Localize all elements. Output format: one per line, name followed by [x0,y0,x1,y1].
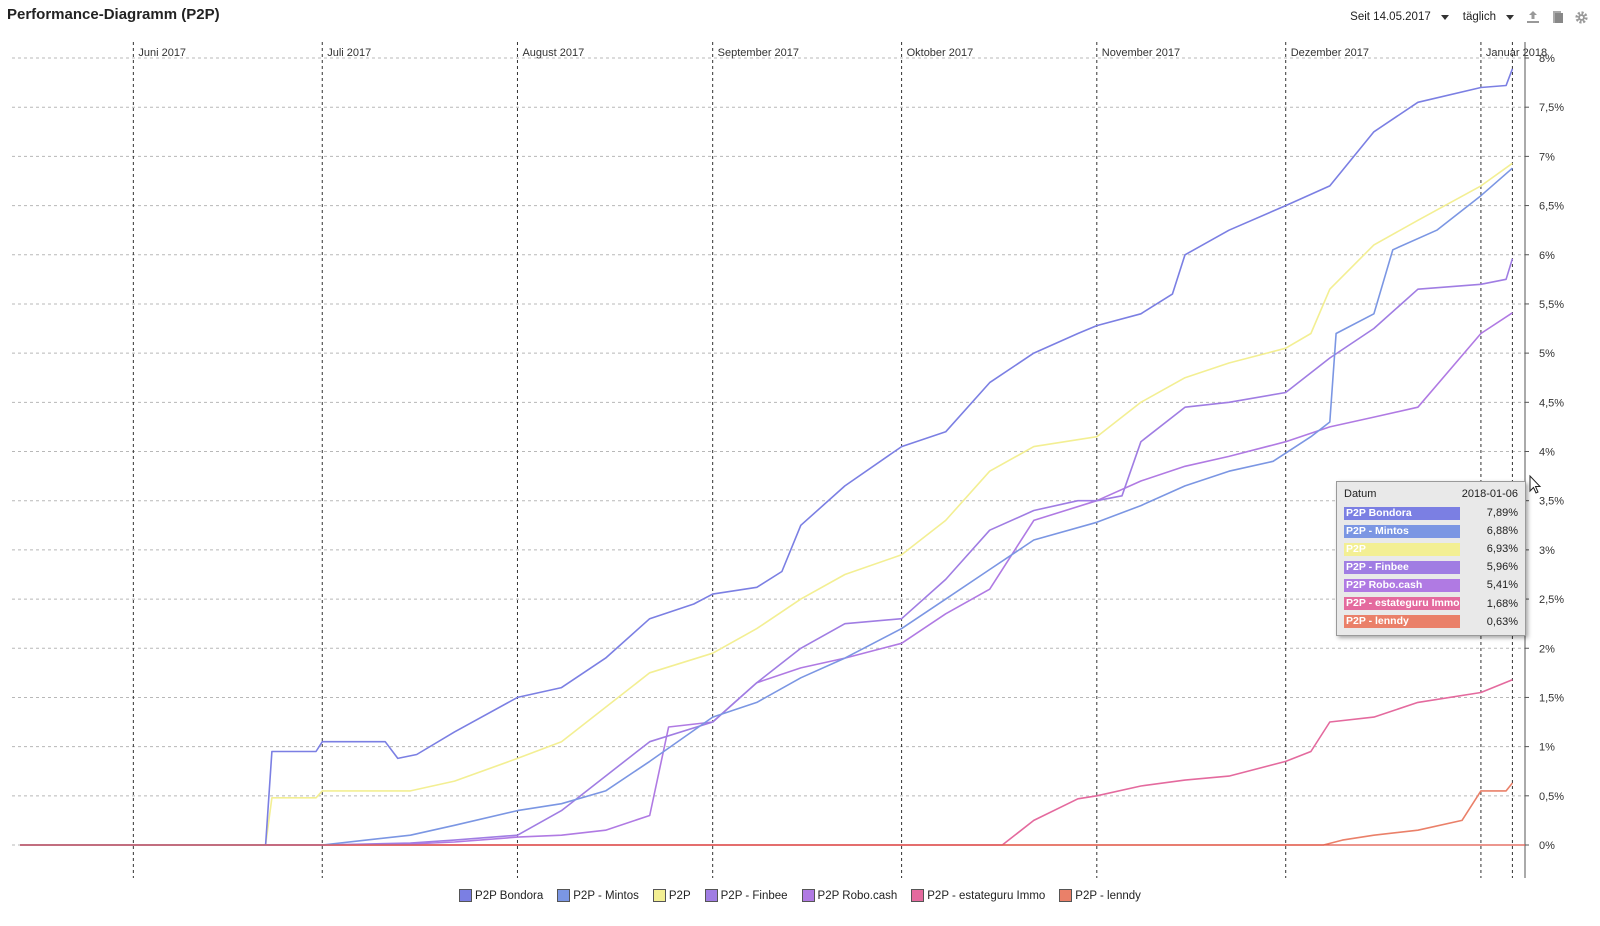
legend-label: P2P - lenndy [1075,889,1141,902]
legend-label: P2P - Finbee [720,889,788,902]
x-tick-label: September 2017 [718,47,799,59]
legend-item-p2p[interactable]: P2P [652,889,691,902]
tooltip-series-name: P2P [1344,542,1460,556]
y-tick-label: 5,5% [1539,299,1564,311]
tooltip-series-value: 5,41% [1486,579,1518,592]
legend-swatch [801,889,815,902]
tooltip-row: P2P - Finbee 5,96% [1337,558,1525,576]
tooltip-series-value: 5,96% [1486,561,1518,574]
export-icon [1527,11,1539,23]
tooltip-row: P2P 6,93% [1337,540,1525,558]
interval-label: täglich [1462,11,1496,23]
horizontal-gridlines [12,57,1529,846]
export-button[interactable] [1524,8,1542,26]
chart-toolbar: Seit 14.05.2017 täglich [1346,8,1590,26]
x-axis-labels: Juni 2017 Juli 2017 August 2017 September 2… [138,47,1547,59]
series-line [20,312,1513,846]
gear-icon [1574,10,1588,24]
tooltip-row: P2P Bondora 7,89% [1337,504,1525,522]
legend-swatch [459,889,473,902]
legend-item-robocash[interactable]: P2P Robo.cash [801,889,898,902]
data-tooltip: Datum 2018-01-06 P2P Bondora 7,89% P2P -… [1336,481,1526,636]
bookmark-icon [1553,11,1563,23]
tooltip-row: P2P - lenndy 0,63% [1337,613,1525,631]
mouse-cursor-icon [1529,474,1542,494]
chevron-down-icon [1506,14,1514,20]
y-tick-label: 7,5% [1539,102,1564,114]
y-tick-label: 1% [1539,742,1555,754]
y-tick-label: 6,5% [1539,201,1564,213]
y-tick-label: 2,5% [1539,594,1564,606]
legend-item-estateguru[interactable]: P2P - estateguru Immo [911,889,1045,902]
legend-item-mintos[interactable]: P2P - Mintos [557,889,639,902]
tooltip-series-value: 1,68% [1486,597,1518,610]
y-tick-label: 0,5% [1539,791,1564,803]
y-tick-label: 4,5% [1539,397,1564,409]
legend-label: P2P [668,889,691,902]
legend-item-finbee[interactable]: P2P - Finbee [704,889,788,902]
tooltip-series-value: 6,93% [1486,543,1518,556]
series-line [20,782,1514,846]
y-tick-label: 8% [1539,53,1555,65]
tooltip-series-value: 7,89% [1486,507,1518,520]
x-tick-label: Oktober 2017 [907,47,974,59]
x-tick-label: Juni 2017 [138,47,186,59]
period-label: Seit 14.05.2017 [1350,11,1431,23]
tooltip-series-name: P2P - Mintos [1344,524,1460,538]
x-tick-label: Juli 2017 [327,47,371,59]
y-axis-labels: 8% 7,5% 7% 6,5% 6% 5,5% 5% 4,5% 4% 3,5% 3% 2,5% 2% 1,… [1539,53,1564,852]
y-tick-label: 4% [1539,447,1555,459]
y-tick-label: 2% [1539,643,1555,655]
settings-button[interactable] [1572,8,1590,26]
tooltip-series-name: P2P Bondora [1344,506,1460,520]
period-select[interactable]: Seit 14.05.2017 [1346,9,1453,25]
legend-item-bondora[interactable]: P2P Bondora [459,889,543,902]
y-tick-label: 3,5% [1539,496,1564,508]
legend-swatch [1059,889,1073,902]
tooltip-series-value: 6,88% [1486,525,1518,538]
legend-label: P2P - estateguru Immo [927,889,1046,902]
vertical-gridlines [132,42,1513,878]
series-line [20,68,1514,846]
series-line [20,162,1513,846]
tooltip-row: P2P - estateguru Immo 1,68% [1337,594,1525,612]
series-line [20,167,1513,846]
series-lines [20,68,1525,846]
series-line [20,678,1513,846]
page-title: Performance-Diagramm (P2P) [7,6,220,23]
legend-label: P2P Robo.cash [817,889,898,902]
legend-swatch [911,889,925,902]
tooltip-row: P2P - Mintos 6,88% [1337,522,1525,540]
legend-label: P2P - Mintos [573,889,639,902]
bookmark-button[interactable] [1548,8,1566,26]
tooltip-series-name: P2P - Finbee [1344,560,1460,574]
legend-swatch [652,889,666,902]
legend-swatch [557,889,571,902]
tooltip-date-value: 2018-01-06 [1461,488,1518,500]
x-tick-label: August 2017 [522,47,584,59]
tooltip-series-value: 0,63% [1486,615,1518,628]
series-line [20,258,1514,846]
tooltip-series-name: P2P - estateguru Immo [1344,597,1460,611]
y-tick-label: 3% [1539,545,1555,557]
y-tick-label: 5% [1539,348,1555,360]
legend-label: P2P Bondora [475,889,544,902]
chart-legend: P2P Bondora P2P - Mintos P2P P2P - Finbe… [0,889,1600,902]
legend-swatch [704,889,718,902]
y-tick-label: 1,5% [1539,692,1564,704]
interval-select[interactable]: täglich [1459,9,1518,25]
x-tick-label: Januar 2018 [1486,47,1547,59]
y-tick-label: 0% [1539,840,1555,852]
y-tick-label: 6% [1539,250,1555,262]
tooltip-series-name: P2P - lenndy [1344,615,1460,629]
tooltip-date-label: Datum [1344,488,1377,500]
y-tick-label: 7% [1539,151,1555,163]
tooltip-row: P2P Robo.cash 5,41% [1337,576,1525,594]
x-tick-label: Dezember 2017 [1291,47,1369,59]
x-tick-label: November 2017 [1102,47,1180,59]
tooltip-series-name: P2P Robo.cash [1344,578,1460,592]
chevron-down-icon [1440,14,1449,20]
legend-item-lenndy[interactable]: P2P - lenndy [1059,889,1141,902]
